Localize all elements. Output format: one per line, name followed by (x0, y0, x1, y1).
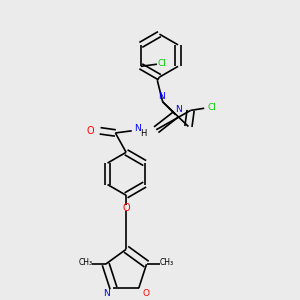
Text: H: H (140, 129, 147, 138)
Text: O: O (143, 289, 150, 298)
Text: N: N (103, 289, 110, 298)
Text: Cl: Cl (158, 59, 167, 68)
Text: CH₃: CH₃ (79, 258, 93, 267)
Text: N: N (175, 105, 182, 114)
Text: N: N (158, 92, 164, 101)
Text: Cl: Cl (208, 103, 216, 112)
Text: CH₃: CH₃ (159, 258, 173, 267)
Text: O: O (87, 126, 94, 136)
Text: N: N (134, 124, 141, 133)
Text: O: O (122, 203, 130, 214)
